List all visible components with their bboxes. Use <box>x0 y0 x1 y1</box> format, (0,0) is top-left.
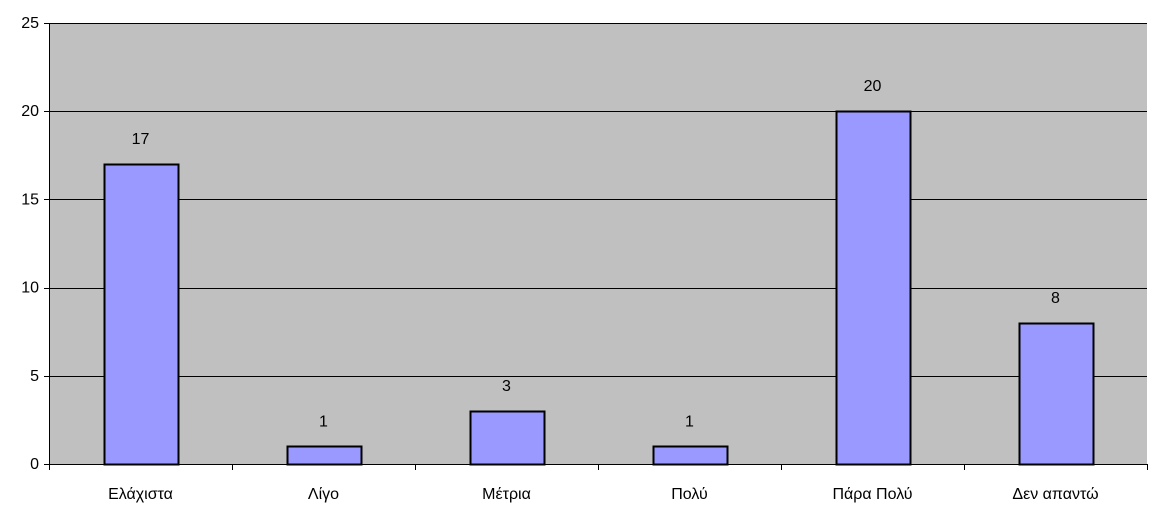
category-label: Ελάχιστα <box>108 486 173 503</box>
bar <box>835 110 912 466</box>
data-label: 20 <box>864 78 882 95</box>
y-tick-label: 25 <box>21 15 39 32</box>
axes <box>44 23 1148 470</box>
category-label: Μέτρια <box>482 486 531 503</box>
category-label: Πολύ <box>671 486 708 503</box>
bar <box>652 445 729 466</box>
gridlines <box>49 23 1147 377</box>
y-tick-label: 10 <box>21 280 39 297</box>
category-label: Πάρα Πολύ <box>832 486 912 503</box>
bar <box>1018 322 1095 466</box>
data-label: 17 <box>132 131 150 148</box>
bars <box>103 110 1095 466</box>
category-label: Δεν απαντώ <box>1012 486 1098 503</box>
data-label: 1 <box>319 413 328 430</box>
data-label: 1 <box>685 413 694 430</box>
bar <box>286 445 363 466</box>
y-tick-label: 15 <box>21 191 39 208</box>
bar <box>103 163 180 466</box>
labels: 0 5 10 15 20 25 17 Ελάχιστα 1 Λίγο 3 Μέτρια 1 Πολύ 20 Π… <box>21 15 1098 503</box>
y-tick-label: 5 <box>30 368 39 385</box>
plot-area <box>49 23 1147 464</box>
data-label: 8 <box>1051 290 1060 307</box>
y-tick-label: 0 <box>30 456 39 473</box>
y-tick-label: 20 <box>21 103 39 120</box>
bar <box>469 410 546 466</box>
data-label: 3 <box>502 378 511 395</box>
category-label: Λίγο <box>308 486 339 503</box>
